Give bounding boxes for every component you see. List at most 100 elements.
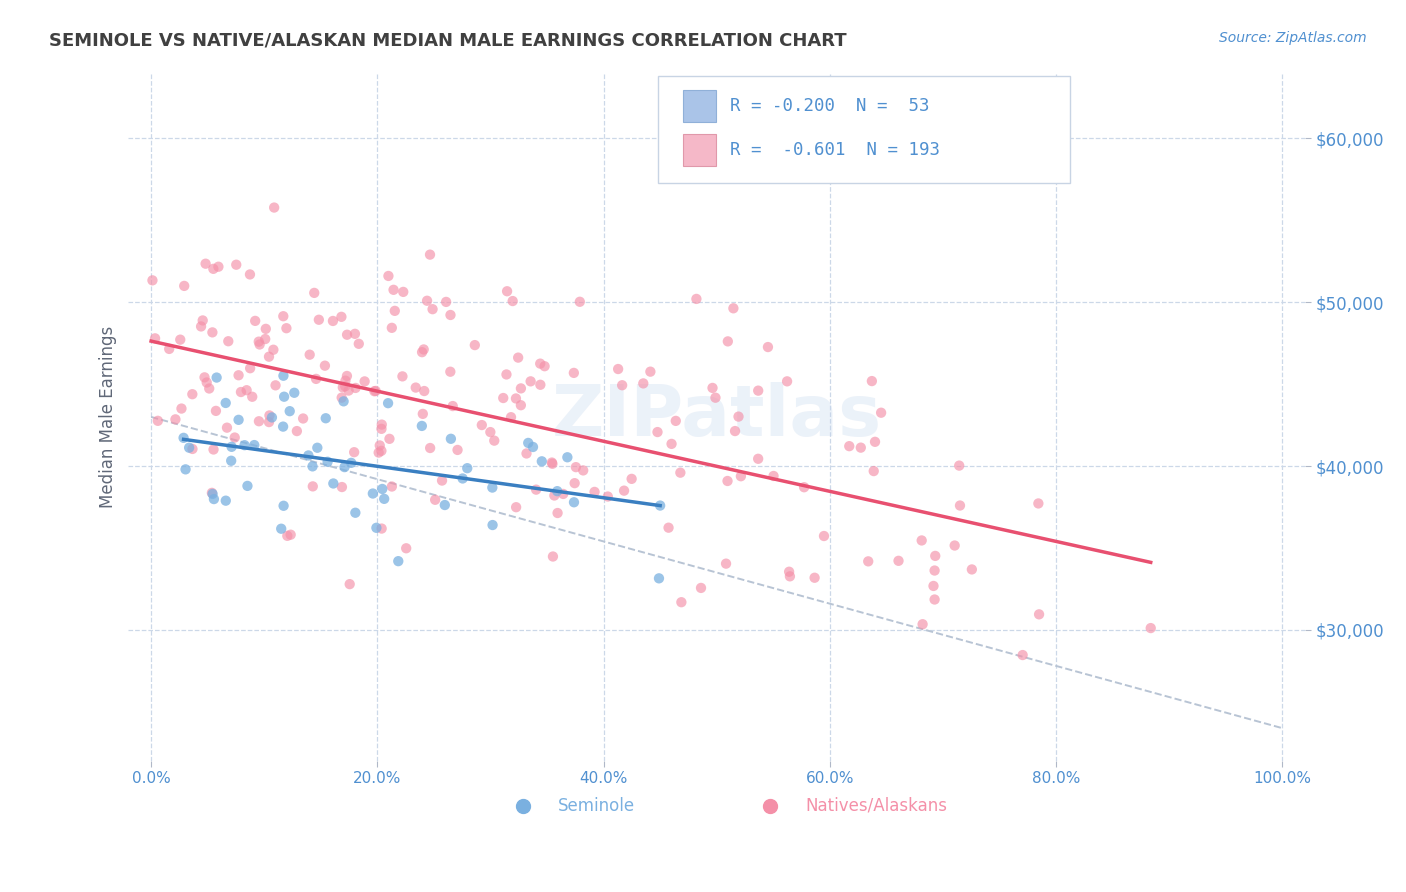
Text: Source: ZipAtlas.com: Source: ZipAtlas.com [1219, 31, 1367, 45]
Point [257, 350, 280, 364]
Point [911, 617, 934, 632]
Point [943, 539, 966, 553]
Point [546, 484, 568, 499]
Point [243, 438, 266, 452]
Point [322, 314, 344, 328]
Point [333, 460, 356, 475]
Point [170, 401, 193, 416]
Point [207, 260, 229, 274]
Point [530, 454, 553, 468]
Point [195, 376, 218, 390]
Point [202, 442, 225, 457]
Point [395, 541, 418, 556]
Point [441, 399, 464, 413]
Point [471, 418, 494, 433]
Point [543, 489, 565, 503]
Point [492, 391, 515, 405]
Point [948, 458, 970, 473]
Text: Seminole: Seminole [558, 797, 636, 814]
Point [690, 581, 713, 595]
Point [862, 464, 884, 478]
Point [647, 425, 669, 439]
Point [202, 261, 225, 276]
Point [337, 384, 360, 398]
Point [340, 456, 363, 470]
Point [669, 466, 692, 480]
Point [723, 301, 745, 316]
Point [565, 460, 588, 475]
Point [193, 370, 215, 384]
Point [382, 283, 405, 297]
Point [381, 479, 404, 493]
Point [464, 338, 486, 352]
Point [633, 376, 655, 391]
Point [779, 569, 801, 583]
Point [332, 394, 354, 409]
Point [247, 334, 270, 349]
Point [416, 293, 439, 308]
Point [704, 391, 727, 405]
Point [607, 362, 630, 376]
Point [339, 577, 361, 591]
Point [273, 368, 295, 383]
Point [285, 424, 308, 438]
Point [924, 592, 946, 607]
Point [280, 527, 302, 541]
Point [392, 285, 415, 299]
Point [756, 340, 779, 354]
Point [215, 420, 238, 434]
Point [911, 533, 934, 548]
Point [157, 342, 180, 356]
Point [391, 369, 413, 384]
Point [887, 554, 910, 568]
Point [533, 359, 555, 374]
Point [562, 366, 585, 380]
Point [262, 343, 284, 357]
Point [190, 319, 212, 334]
Point [273, 499, 295, 513]
Point [583, 484, 606, 499]
Point [215, 493, 238, 508]
Point [413, 384, 436, 398]
Point [613, 483, 636, 498]
Point [205, 404, 228, 418]
Point [509, 381, 531, 395]
Point [505, 392, 527, 406]
Point [564, 476, 586, 491]
Point [297, 449, 319, 463]
Point [451, 471, 474, 485]
Point [173, 431, 195, 445]
Point [174, 462, 197, 476]
Point [596, 490, 619, 504]
Point [505, 500, 527, 515]
Point [496, 285, 519, 299]
Point [254, 322, 277, 336]
Point [202, 491, 225, 506]
Point [240, 390, 263, 404]
Point [423, 492, 446, 507]
Point [316, 455, 339, 469]
Point [456, 461, 478, 475]
Point [849, 441, 872, 455]
Bar [682, 90, 716, 121]
Point [671, 595, 693, 609]
Y-axis label: Median Male Earnings: Median Male Earnings [100, 326, 117, 508]
Point [529, 377, 551, 392]
Point [747, 451, 769, 466]
Point [524, 483, 547, 497]
Point [217, 334, 239, 349]
Point [870, 406, 893, 420]
Point [249, 337, 271, 351]
Point [572, 463, 595, 477]
Point [517, 436, 540, 450]
Point [378, 432, 401, 446]
Point [224, 431, 246, 445]
Point [863, 434, 886, 449]
Point [205, 370, 228, 384]
Point [305, 372, 328, 386]
Point [373, 491, 395, 506]
Point [336, 327, 359, 342]
Point [228, 413, 250, 427]
Point [377, 268, 399, 283]
Point [221, 440, 243, 454]
